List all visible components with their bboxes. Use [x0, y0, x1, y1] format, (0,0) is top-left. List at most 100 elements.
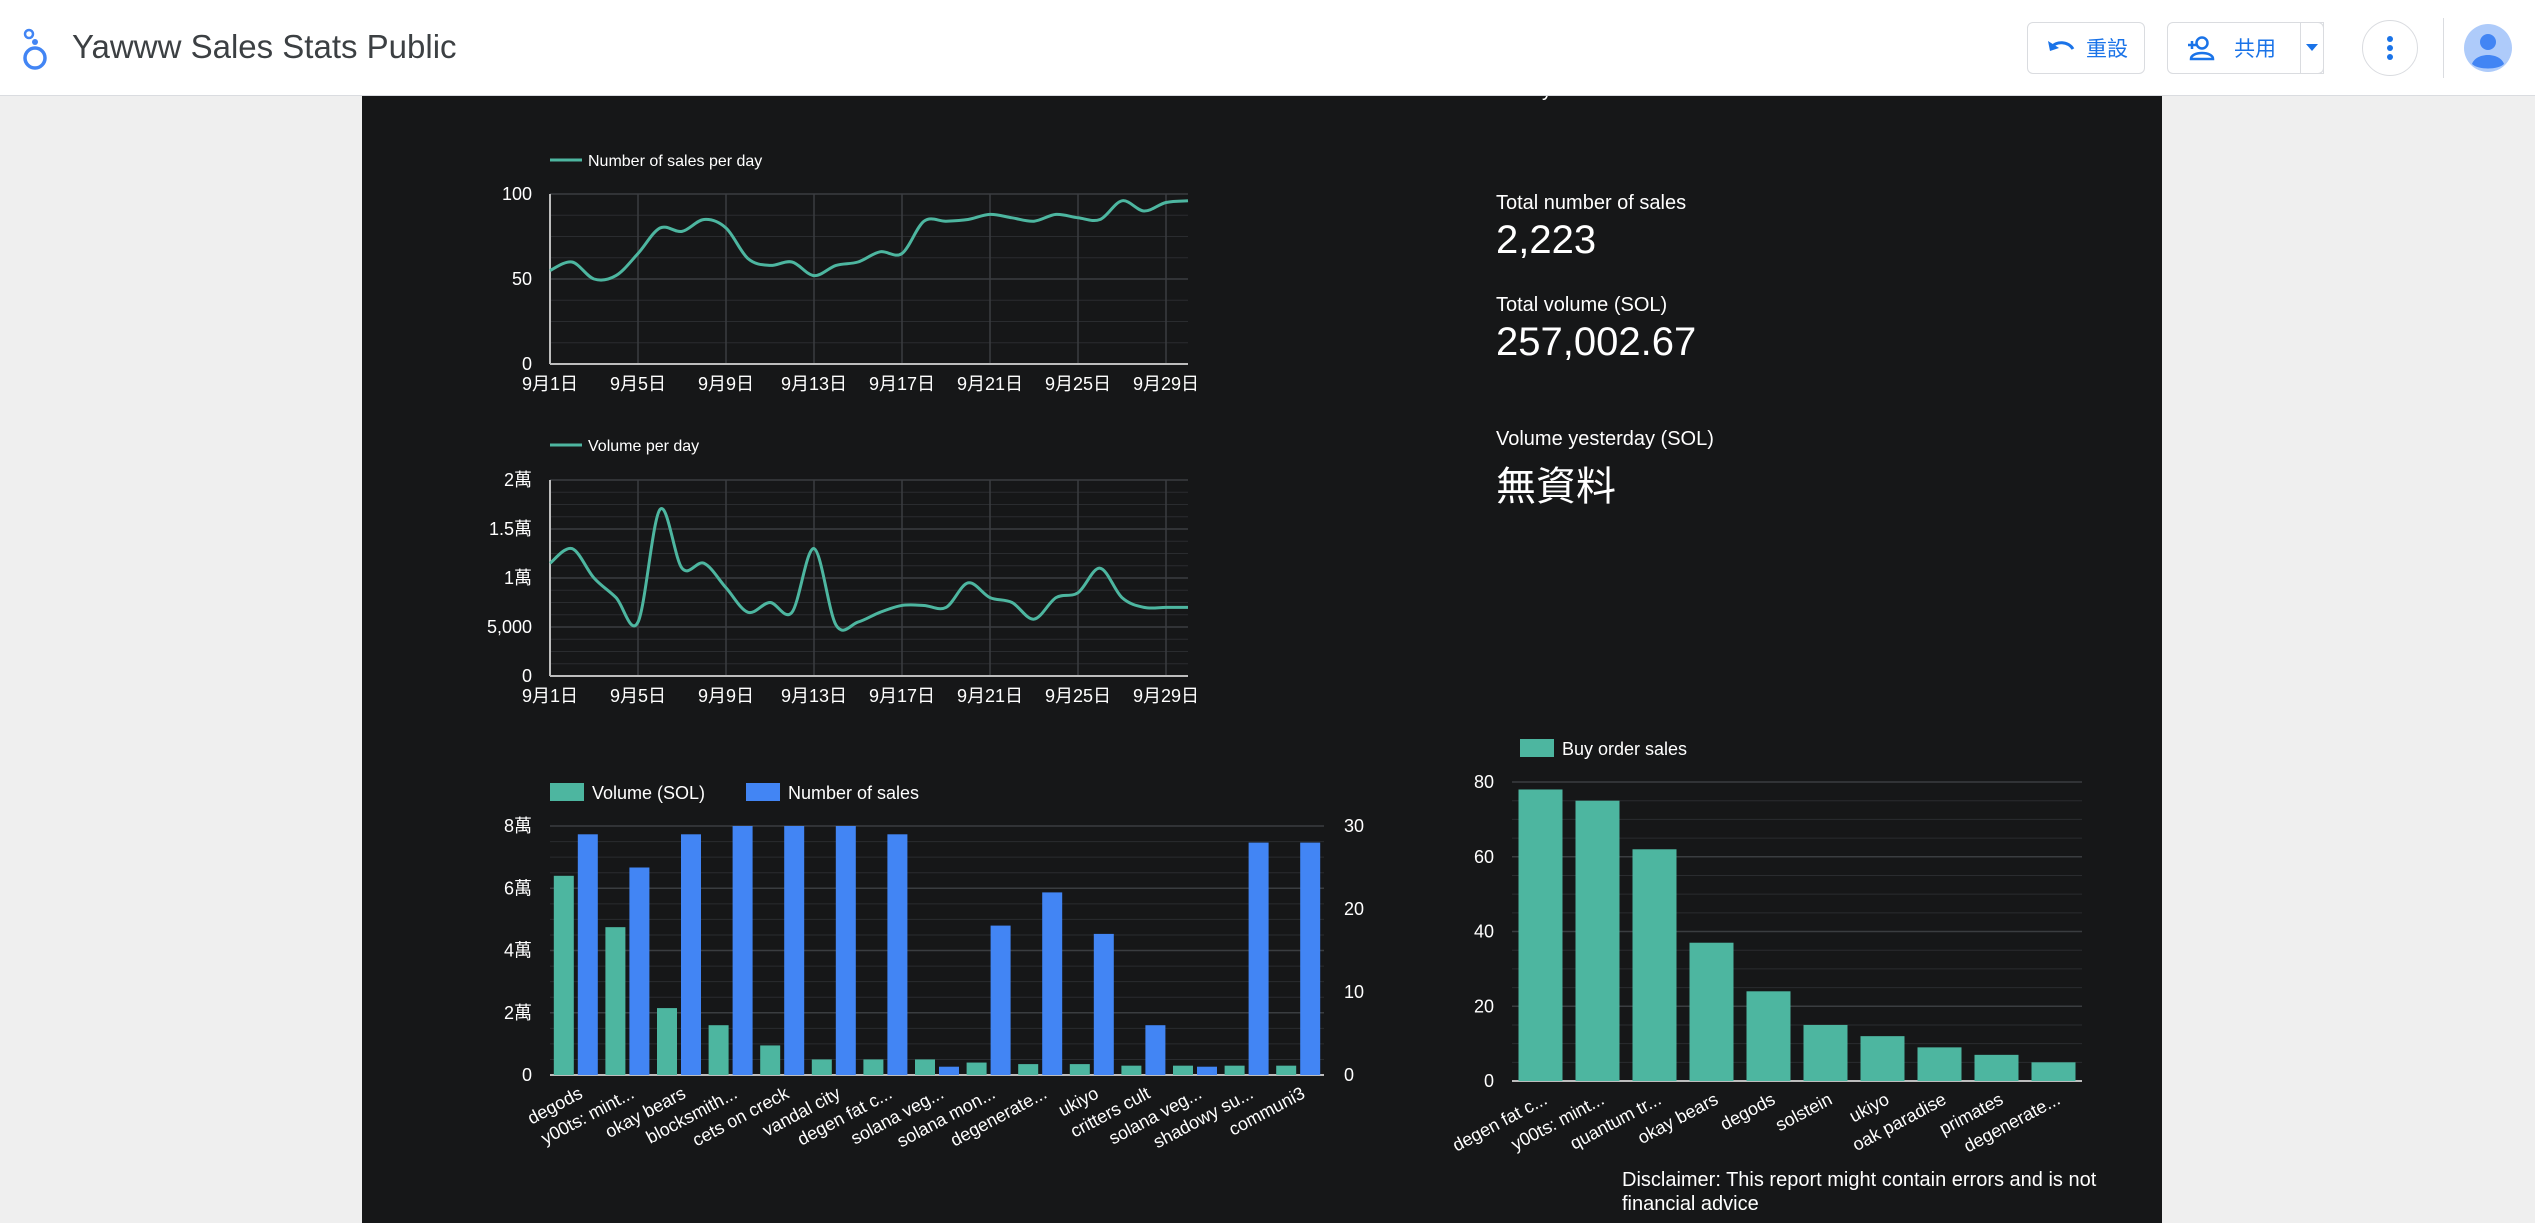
share-dropdown-button[interactable]: [2300, 22, 2324, 74]
bar-9: [1018, 1064, 1039, 1075]
y-right-tick-label: 30: [1344, 816, 1364, 836]
y-tick-label: 50: [512, 269, 532, 289]
legend-swatch: [550, 783, 584, 801]
y-tick-label: 0: [522, 354, 532, 374]
account-circle-icon[interactable]: [2464, 24, 2512, 72]
series-line: [549, 199, 1189, 282]
bar-13: [1224, 1065, 1245, 1075]
bar-alt-1: [629, 867, 650, 1075]
total-sales-label: Total number of sales: [1496, 192, 1687, 214]
share-label: 共用: [2234, 38, 2276, 61]
volume-yesterday-value: 無資料: [1496, 465, 1616, 509]
bar-3: [1689, 942, 1734, 1081]
reset-button[interactable]: 重設: [2027, 22, 2145, 74]
y-tick-label: 0: [522, 1065, 532, 1085]
y-tick-label: 8萬: [504, 816, 532, 836]
bar-1: [1575, 800, 1620, 1081]
bar-2: [657, 1008, 677, 1075]
y-tick-label: 5,000: [487, 617, 532, 637]
legend-label: Number of sales per day: [588, 153, 762, 170]
volume-per-day-chart: Volume per day 0 5,000 1萬 1.5萬 2萬 9月1日 9月5日 9月9日…: [487, 438, 1199, 706]
bar-alt-6: [887, 834, 908, 1075]
bar-6: [863, 1059, 884, 1075]
y-tick-label: 40: [1474, 922, 1494, 942]
caret-down-icon: [2306, 44, 2318, 51]
bar-7: [1917, 1047, 1962, 1081]
y-tick-label: 2萬: [504, 1003, 532, 1023]
disclaimer-text: Disclaimer: This report might contain er…: [1622, 1169, 2097, 1215]
bar-8: [1974, 1054, 2019, 1081]
y-right-tick-label: 10: [1344, 982, 1364, 1002]
x-tick-label: 9月5日: [610, 686, 666, 706]
share-button[interactable]: 共用: [2167, 22, 2324, 74]
bar-5: [1803, 1024, 1848, 1081]
legend-swatch: [1520, 739, 1554, 757]
bar-2: [1632, 849, 1677, 1081]
x-tick-label: 9月9日: [698, 686, 754, 706]
y-tick-label: 0: [1484, 1071, 1494, 1091]
total-volume-label: Total volume (SOL): [1496, 294, 1668, 316]
cut-off-report-title: y: [1542, 96, 1552, 101]
x-tick-label: 9月13日: [781, 686, 847, 706]
bar-11: [1121, 1065, 1142, 1075]
x-tick-label: 9月29日: [1133, 686, 1199, 706]
more-options-button[interactable]: [2362, 20, 2418, 76]
looker-studio-logo-icon[interactable]: [18, 24, 52, 72]
top-app-bar: Yawww Sales Stats Public 重設 共用: [0, 0, 2535, 96]
x-tick-label: 9月21日: [957, 686, 1023, 706]
bar-alt-11: [1145, 1025, 1166, 1075]
bar-1: [605, 927, 626, 1075]
series-line: [549, 507, 1188, 632]
bar-alt-4: [784, 826, 805, 1075]
bar-alt-12: [1197, 1066, 1217, 1075]
bar-4: [1746, 991, 1791, 1081]
bar-alt-2: [681, 834, 701, 1075]
total-volume-value: 257,002.67: [1496, 320, 1697, 364]
topbar-divider: [2443, 18, 2444, 78]
bar-alt-9: [1042, 892, 1063, 1075]
x-tick-label: 9月1日: [522, 686, 578, 706]
y-tick-label: 20: [1474, 996, 1494, 1016]
bar-7: [915, 1059, 935, 1075]
y-tick-label: 80: [1474, 772, 1494, 792]
y-tick-label: 4萬: [504, 941, 532, 961]
y-tick-label: 6萬: [504, 878, 532, 898]
x-tick-label: 9月25日: [1045, 374, 1111, 394]
y-tick-label: 2萬: [504, 470, 532, 490]
x-tick-label: 9月17日: [869, 374, 935, 394]
sales-per-day-chart: Number of sales per day 0 50 100 9月1日 9月5日 9月9…: [502, 153, 1199, 394]
reset-label: 重設: [2086, 38, 2128, 61]
bar-8: [966, 1062, 987, 1075]
y-tick-label: 1.5萬: [489, 519, 532, 539]
y-tick-label: 1萬: [504, 568, 532, 588]
x-tick-label: 9月29日: [1133, 374, 1199, 394]
legend-swatch: [746, 783, 780, 801]
x-tick-label: degods: [1717, 1089, 1779, 1134]
total-sales-value: 2,223: [1496, 218, 1597, 262]
bar-4: [760, 1045, 781, 1075]
bar-alt-0: [577, 834, 598, 1075]
bar-alt-14: [1300, 842, 1321, 1075]
volume-yesterday-label: Volume yesterday (SOL): [1496, 428, 1714, 450]
legend-label: Buy order sales: [1562, 739, 1687, 759]
bar-3: [708, 1025, 729, 1075]
y-tick-label: 100: [502, 184, 532, 204]
x-tick-label: solstein: [1772, 1089, 1835, 1135]
legend-label: Volume per day: [588, 438, 699, 455]
x-tick-label: 9月17日: [869, 686, 935, 706]
bar-6: [1860, 1036, 1905, 1081]
y-tick-label: 0: [522, 666, 532, 686]
undo-icon: [2048, 41, 2075, 51]
x-tick-label: 9月5日: [610, 374, 666, 394]
bar-9: [2031, 1062, 2076, 1081]
bar-alt-3: [732, 826, 753, 1075]
bar-alt-10: [1093, 933, 1114, 1075]
more-vert-icon: [2387, 36, 2393, 60]
y-right-tick-label: 20: [1344, 899, 1364, 919]
bar-0: [1518, 789, 1563, 1081]
bar-alt-5: [835, 826, 856, 1075]
x-tick-label: 9月9日: [698, 374, 754, 394]
legend-label: Number of sales: [788, 783, 919, 803]
y-right-tick-label: 0: [1344, 1065, 1354, 1085]
x-tick-label: 9月1日: [522, 374, 578, 394]
